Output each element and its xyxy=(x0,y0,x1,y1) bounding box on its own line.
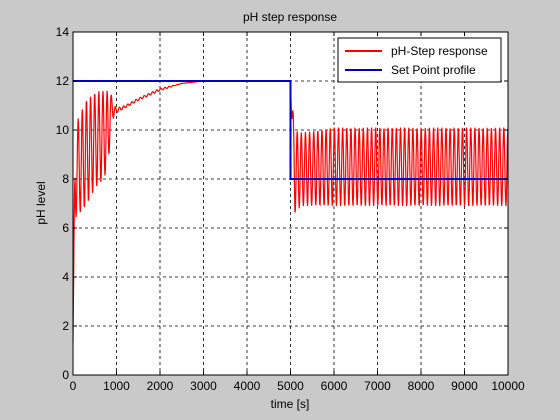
x-tick-label: 10000 xyxy=(491,379,525,393)
x-tick-label: 2000 xyxy=(147,379,174,393)
legend-label-ph-step-response: pH-Step response xyxy=(391,44,488,58)
x-tick-label: 7000 xyxy=(364,379,391,393)
x-tick-label: 9000 xyxy=(451,379,478,393)
y-tick-label: 2 xyxy=(62,319,69,333)
y-tick-label: 10 xyxy=(56,123,70,137)
y-tick-label: 12 xyxy=(56,74,70,88)
y-tick-label: 6 xyxy=(62,221,69,235)
chart-title: pH step response xyxy=(243,10,337,24)
x-tick-label: 0 xyxy=(70,379,77,393)
axis-ticks xyxy=(72,31,509,376)
y-tick-labels: 0 2 4 6 8 10 12 14 xyxy=(56,25,70,382)
legend: pH-Step response Set Point profile xyxy=(337,37,502,83)
x-tick-label: 4000 xyxy=(234,379,261,393)
x-tick-label: 1000 xyxy=(103,379,130,393)
plot-series-group xyxy=(73,80,508,344)
x-tick-label: 8000 xyxy=(408,379,435,393)
x-tick-label: 3000 xyxy=(190,379,217,393)
legend-label-set-point-profile: Set Point profile xyxy=(391,63,476,77)
x-axis-label: time [s] xyxy=(271,397,310,411)
x-tick-labels: 0 1000 2000 3000 4000 5000 6000 7000 8000 9000 100… xyxy=(70,379,525,393)
x-tick-label: 6000 xyxy=(321,379,348,393)
y-tick-label: 0 xyxy=(62,368,69,382)
y-tick-label: 4 xyxy=(62,270,69,284)
y-axis-label: pH level xyxy=(34,181,48,224)
series-line-set-point-profile xyxy=(73,80,508,180)
legend-box xyxy=(337,37,502,83)
y-tick-label: 8 xyxy=(62,172,69,186)
y-tick-label: 14 xyxy=(56,25,70,39)
x-tick-label: 5000 xyxy=(277,379,304,393)
